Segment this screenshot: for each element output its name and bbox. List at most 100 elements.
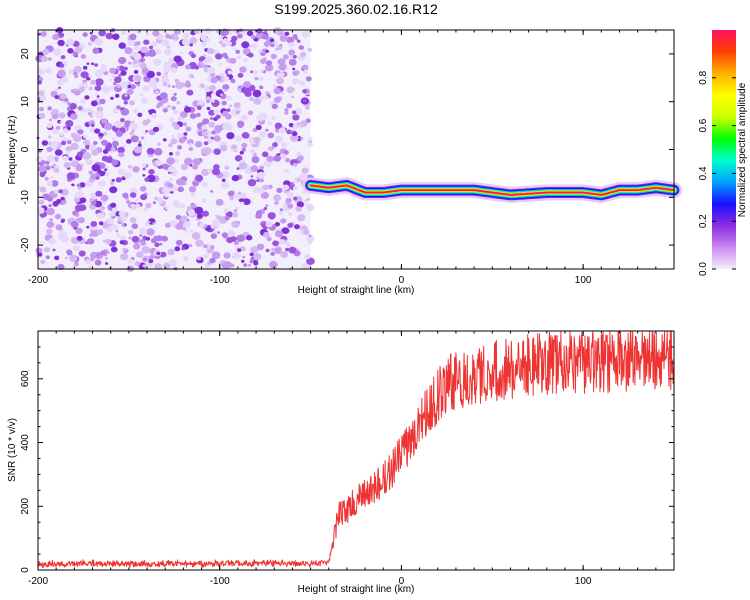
noise-speckle <box>110 181 115 185</box>
noise-speckle <box>68 69 75 75</box>
noise-speckle <box>50 110 56 116</box>
noise-speckle <box>66 151 69 155</box>
noise-speckle <box>175 81 184 89</box>
noise-speckle <box>251 156 260 164</box>
noise-speckle <box>253 253 262 261</box>
colorbar-label: Normalized spectral amplitude <box>737 82 748 217</box>
noise-speckle <box>252 187 261 194</box>
noise-speckle <box>228 104 233 108</box>
noise-speckle <box>266 236 272 242</box>
noise-speckle <box>166 45 171 49</box>
noise-speckle <box>188 142 193 147</box>
noise-speckle <box>129 100 136 106</box>
x-tick-label: 100 <box>575 275 592 286</box>
noise-speckle <box>208 109 216 116</box>
noise-speckle <box>201 181 208 187</box>
y-tick-label: 600 <box>20 370 31 387</box>
y-tick-label: -20 <box>20 237 31 252</box>
noise-speckle <box>303 199 308 203</box>
noise-speckle <box>270 53 277 60</box>
noise-speckle <box>53 189 60 194</box>
noise-speckle <box>306 235 315 243</box>
noise-speckle <box>112 140 119 147</box>
noise-speckle <box>263 231 270 238</box>
noise-speckle <box>154 196 159 200</box>
noise-speckle <box>148 109 152 113</box>
noise-speckle <box>301 30 310 38</box>
noise-speckle <box>117 168 126 175</box>
noise-speckle <box>60 196 65 201</box>
noise-speckle <box>280 218 287 224</box>
noise-speckle <box>222 75 230 82</box>
noise-speckle <box>142 174 146 177</box>
noise-speckle <box>203 54 207 57</box>
x-tick-label: -100 <box>210 275 230 286</box>
noise-speckle <box>265 128 269 132</box>
noise-speckle <box>207 67 215 74</box>
noise-speckle <box>111 136 117 141</box>
noise-speckle <box>189 113 197 119</box>
noise-speckle <box>140 46 149 54</box>
noise-speckle <box>292 70 299 76</box>
noise-speckle <box>159 242 163 246</box>
noise-speckle <box>172 35 180 41</box>
noise-speckle <box>276 44 283 51</box>
noise-speckle <box>265 64 274 72</box>
noise-speckle <box>219 40 223 44</box>
noise-speckle <box>202 118 210 125</box>
noise-speckle <box>78 250 86 257</box>
noise-speckle <box>159 251 167 258</box>
noise-speckle <box>175 239 183 246</box>
noise-speckle <box>199 222 206 228</box>
noise-speckle <box>37 76 44 82</box>
noise-speckle <box>253 136 261 143</box>
noise-speckle <box>209 257 216 264</box>
noise-speckle <box>76 235 83 241</box>
noise-speckle <box>54 213 62 220</box>
noise-speckle <box>292 55 297 59</box>
noise-speckle <box>153 148 163 156</box>
noise-speckle <box>246 234 253 241</box>
noise-speckle <box>295 206 302 212</box>
noise-speckle <box>141 67 149 74</box>
noise-speckle <box>174 222 184 230</box>
noise-speckle <box>194 206 204 215</box>
noise-speckle <box>112 81 117 86</box>
noise-speckle <box>89 31 93 35</box>
noise-speckle <box>67 251 73 256</box>
noise-speckle <box>249 96 255 101</box>
noise-speckle <box>232 251 241 259</box>
noise-speckle <box>288 49 296 56</box>
noise-speckle <box>169 152 173 156</box>
noise-speckle <box>118 42 126 49</box>
noise-speckle <box>284 108 289 112</box>
noise-speckle <box>150 112 158 119</box>
noise-speckle <box>144 177 150 182</box>
noise-speckle <box>120 153 125 157</box>
noise-speckle <box>159 92 168 100</box>
noise-speckle <box>86 62 90 65</box>
noise-speckle <box>111 179 115 182</box>
noise-speckle <box>86 238 95 245</box>
noise-speckle <box>284 241 290 247</box>
noise-speckle <box>143 207 149 212</box>
noise-speckle <box>65 120 74 127</box>
noise-speckle <box>146 70 155 79</box>
noise-speckle <box>256 171 266 179</box>
noise-speckle <box>39 172 46 178</box>
noise-speckle <box>171 121 178 127</box>
noise-speckle <box>226 132 235 140</box>
noise-speckle <box>43 247 51 253</box>
noise-speckle <box>182 122 188 127</box>
noise-speckle <box>286 103 293 109</box>
noise-speckle <box>164 194 168 198</box>
noise-speckle <box>227 230 236 237</box>
noise-speckle <box>172 85 175 88</box>
noise-speckle <box>148 258 154 264</box>
colorbar: 0.0 0.2 0.4 0.6 0.8 Normalized spectral ampl… <box>698 30 748 276</box>
noise-speckle <box>123 144 127 148</box>
noise-speckle <box>42 48 50 56</box>
noise-speckle <box>67 48 74 54</box>
noise-speckle <box>112 224 119 230</box>
noise-speckle <box>98 180 106 187</box>
